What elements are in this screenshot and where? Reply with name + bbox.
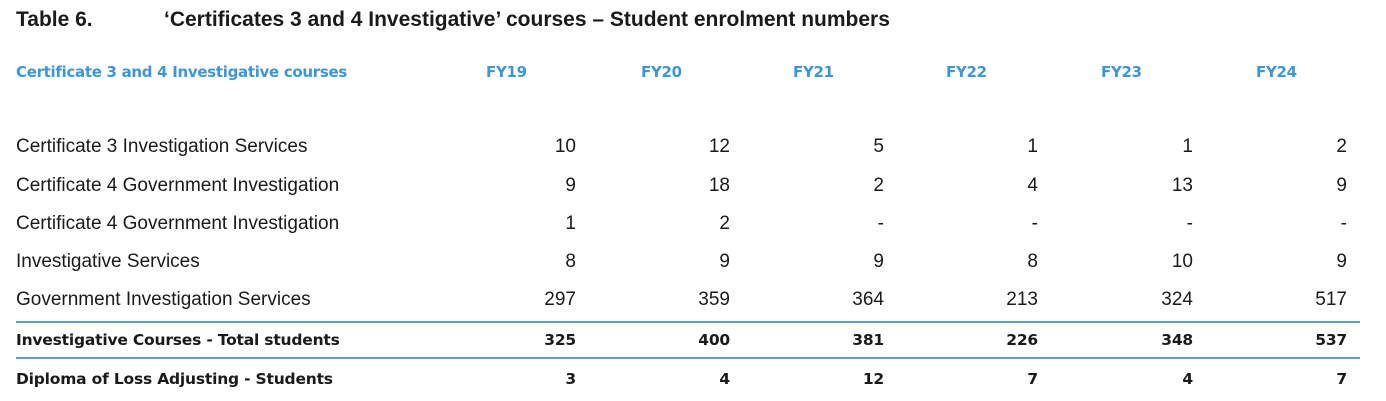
cell-fy19: 1 [565,213,576,234]
cell-fy23: 10 [1171,251,1193,272]
column-header-course: Certificate 3 and 4 Investigative course… [16,63,348,81]
cell-fy24: - [1340,213,1347,234]
cell-fy22: 213 [1006,289,1038,310]
column-header-fy21: FY21 [793,63,834,81]
cell-fy24: 517 [1315,289,1347,310]
total-fy21: 381 [852,331,884,349]
cell-fy19: 9 [565,175,576,196]
diploma-top-rule [16,357,1360,359]
total-fy23: 348 [1161,331,1193,349]
cell-fy23: 13 [1171,175,1193,196]
cell-fy23: - [1186,213,1193,234]
cell-fy20: 12 [708,136,730,157]
column-header-fy23: FY23 [1101,63,1142,81]
table-number: Table 6. [16,8,93,31]
row-label: Investigative Services [16,251,200,272]
column-header-fy19: FY19 [486,63,527,81]
cell-fy19: 10 [554,136,576,157]
column-header-fy22: FY22 [946,63,987,81]
cell-fy19: 8 [565,251,576,272]
column-header-fy20: FY20 [641,63,682,81]
cell-fy19: 297 [544,289,576,310]
total-top-rule [16,321,1360,323]
cell-fy22: 4 [1027,175,1038,196]
total-fy24: 537 [1315,331,1347,349]
cell-fy21: 364 [852,289,884,310]
cell-fy21: 2 [873,175,884,196]
cell-fy21: 9 [873,251,884,272]
total-fy22: 226 [1006,331,1038,349]
cell-fy24: 9 [1336,175,1347,196]
cell-fy22: 8 [1027,251,1038,272]
row-label: Certificate 4 Government Investigation [16,175,340,196]
cell-fy22: - [1031,213,1038,234]
cell-fy20: 18 [708,175,730,196]
column-header-fy24: FY24 [1256,63,1297,81]
diploma-fy23: 4 [1182,370,1193,388]
table-caption: Table 6. ‘Certificates 3 and 4 Investigat… [16,8,890,32]
diploma-fy22: 7 [1027,370,1038,388]
row-label: Government Investigation Services [16,289,311,310]
cell-fy21: 5 [873,136,884,157]
table-title: ‘Certificates 3 and 4 Investigative’ cou… [164,8,890,31]
cell-fy20: 9 [719,251,730,272]
cell-fy23: 1 [1182,136,1193,157]
diploma-fy20: 4 [719,370,730,388]
cell-fy21: - [877,213,884,234]
diploma-fy19: 3 [565,370,576,388]
cell-fy24: 9 [1336,251,1347,272]
cell-fy20: 359 [698,289,730,310]
cell-fy23: 324 [1161,289,1193,310]
total-fy19: 325 [544,331,576,349]
diploma-label: Diploma of Loss Adjusting - Students [16,370,333,388]
cell-fy22: 1 [1027,136,1038,157]
total-label: Investigative Courses - Total students [16,331,340,349]
cell-fy20: 2 [719,213,730,234]
cell-fy24: 2 [1336,136,1347,157]
diploma-fy21: 12 [862,370,884,388]
row-label: Certificate 3 Investigation Services [16,136,308,157]
row-label: Certificate 4 Government Investigation [16,213,340,234]
diploma-fy24: 7 [1336,370,1347,388]
total-fy20: 400 [698,331,730,349]
